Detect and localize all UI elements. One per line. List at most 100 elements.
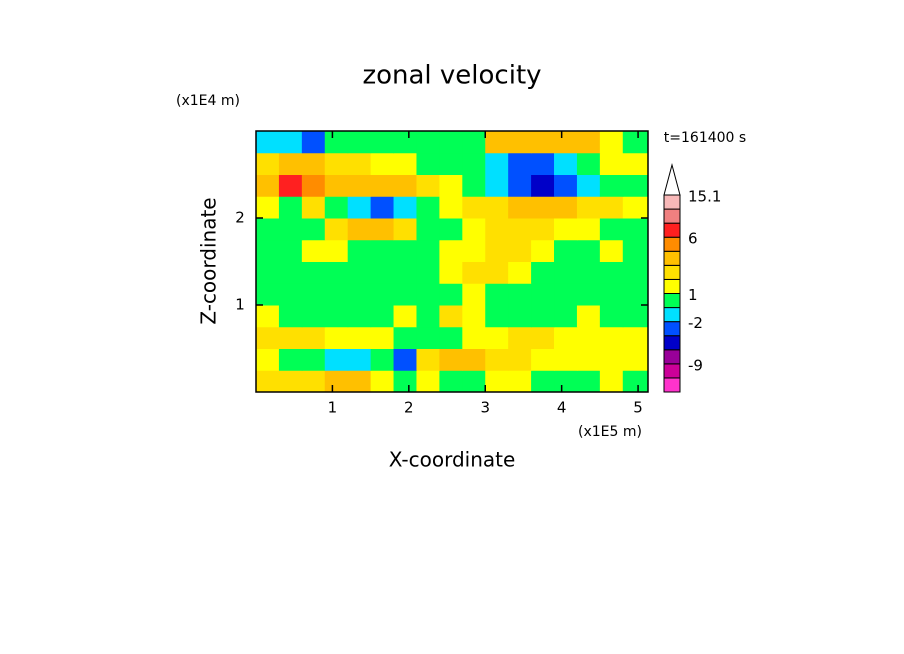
contour-cell	[439, 326, 463, 349]
contour-cell	[599, 174, 624, 197]
contour-cell	[324, 305, 349, 328]
contour-cell	[370, 131, 395, 154]
contour-cell	[324, 152, 349, 175]
contour-cell	[439, 131, 463, 154]
contour-cell	[439, 370, 463, 393]
colorbar-box	[663, 293, 681, 309]
contour-cell	[485, 196, 509, 219]
contour-cell	[256, 348, 280, 371]
contour-cell	[347, 326, 372, 349]
contour-cell	[622, 261, 649, 284]
contour-cell	[370, 174, 395, 197]
contour-cell	[599, 131, 624, 154]
y-axis-label: Z-coordinate	[197, 197, 221, 324]
contour-cell	[370, 196, 395, 219]
contour-cell	[599, 348, 624, 371]
colorbar-box	[663, 321, 681, 337]
contour-cell	[256, 218, 280, 241]
contour-cell	[485, 348, 509, 371]
contour-cell	[462, 370, 486, 393]
contour-cell	[599, 370, 624, 393]
contour-cell	[256, 261, 280, 284]
contour-cell	[370, 239, 395, 262]
contour-cell	[439, 174, 463, 197]
contour-cell	[462, 283, 486, 306]
contour-cell	[301, 239, 326, 262]
contour-cell	[576, 261, 601, 284]
contour-cell	[576, 196, 601, 219]
contour-cell	[462, 348, 486, 371]
contour-cell	[485, 239, 509, 262]
contour-cell	[256, 196, 280, 219]
contour-cell	[324, 174, 349, 197]
contour-cell	[256, 305, 280, 328]
contour-cell	[622, 152, 649, 175]
colorbar-box	[663, 250, 681, 266]
contour-cell	[347, 283, 372, 306]
contour-cell	[278, 196, 303, 219]
contour-cell	[554, 326, 578, 349]
contour-cell	[370, 348, 395, 371]
contour-cell	[278, 239, 303, 262]
contour-cell	[256, 370, 280, 393]
contour-cell	[416, 283, 440, 306]
colorbar-tick-label: 1	[688, 286, 698, 304]
colorbar-box	[663, 307, 681, 323]
colorbar-box	[663, 335, 681, 351]
contour-cell	[347, 239, 372, 262]
contour-cell	[301, 261, 326, 284]
contour-cell	[531, 305, 555, 328]
contour-cell	[439, 283, 463, 306]
contour-cell	[278, 131, 303, 154]
contour-cell	[370, 218, 395, 241]
contour-cell	[278, 348, 303, 371]
contour-cell	[622, 218, 649, 241]
contour-cell	[554, 196, 578, 219]
contour-cell	[347, 174, 372, 197]
contour-cell	[324, 196, 349, 219]
contour-cell	[462, 196, 486, 219]
y-tick-label: 2	[235, 209, 245, 227]
contour-cell	[485, 370, 509, 393]
contour-cell	[508, 283, 532, 306]
contour-cell	[508, 305, 532, 328]
contour-cell	[256, 131, 280, 154]
contour-cell	[554, 131, 578, 154]
contour-cell	[622, 370, 649, 393]
contour-cell	[370, 283, 395, 306]
contour-cell	[393, 305, 417, 328]
contour-cell	[324, 131, 349, 154]
contour-cell	[324, 370, 349, 393]
contour-cell	[439, 196, 463, 219]
contour-cell	[531, 174, 555, 197]
contour-cell	[576, 348, 601, 371]
contour-cell	[347, 196, 372, 219]
contour-cell	[554, 152, 578, 175]
contour-cell	[508, 131, 532, 154]
contour-cell	[531, 131, 555, 154]
contour-cell	[462, 152, 486, 175]
contour-cell	[554, 370, 578, 393]
colorbar-tick-label: -9	[688, 356, 703, 374]
colorbar-box	[663, 208, 681, 224]
contour-cell	[324, 326, 349, 349]
contour-cell	[278, 283, 303, 306]
contour-cell	[301, 152, 326, 175]
colorbar-box	[663, 349, 681, 365]
contour-cell	[531, 152, 555, 175]
contour-cell	[278, 370, 303, 393]
contour-cell	[324, 218, 349, 241]
colorbar-box	[663, 363, 681, 379]
contour-cell	[324, 348, 349, 371]
contour-cell	[576, 283, 601, 306]
contour-cell	[347, 348, 372, 371]
colorbar-box	[663, 236, 681, 252]
contour-cell	[301, 326, 326, 349]
contour-cell	[576, 326, 601, 349]
contour-cell	[256, 174, 280, 197]
contour-cell	[622, 239, 649, 262]
chart-title: zonal velocity	[362, 61, 541, 91]
contour-cell	[599, 326, 624, 349]
contour-cell	[439, 239, 463, 262]
